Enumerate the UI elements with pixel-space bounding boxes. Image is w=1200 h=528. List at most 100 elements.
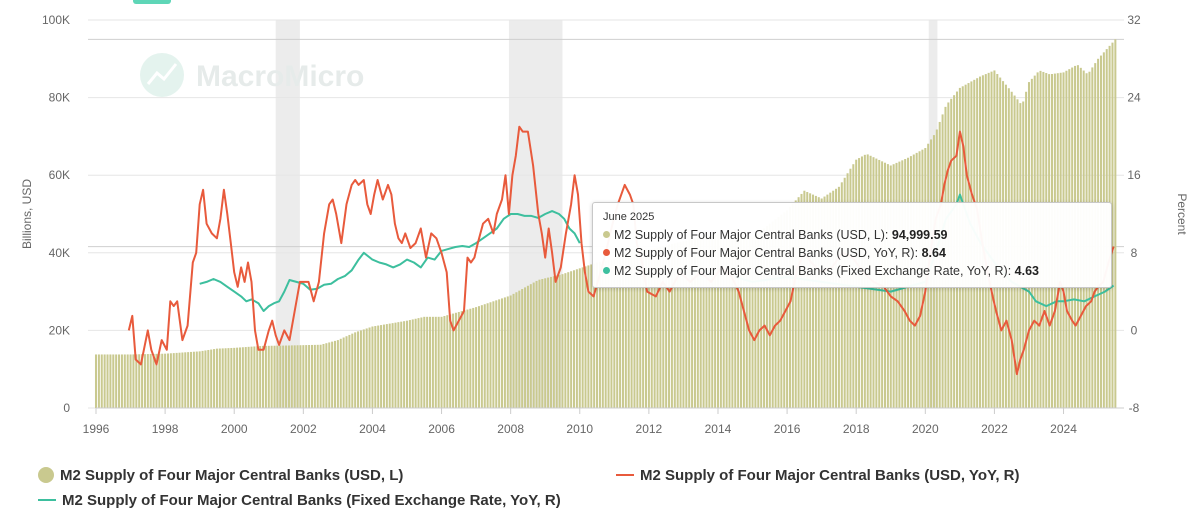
bar [215,348,218,408]
bar [322,343,325,408]
bar [616,257,619,408]
bar [601,261,604,408]
x-tick-label: 2002 [290,422,317,436]
bar [259,346,262,408]
bar [368,327,371,408]
bar [552,276,555,408]
bar [120,354,123,408]
bar [650,248,653,408]
bar [457,311,460,408]
bar [812,194,815,408]
left-tick-label: 20K [49,323,70,337]
usd-yoy-line [127,125,1115,376]
bar [161,353,164,408]
bar [587,265,590,408]
bar [509,295,512,408]
bar [716,233,719,408]
bar [627,250,630,408]
bar [184,352,187,408]
bar [94,354,98,408]
bar [581,267,584,408]
bar [264,345,267,408]
watermark-text: MacroMicro [196,60,364,93]
bar [431,316,434,408]
legend-line-icon [616,474,634,476]
tooltip-value-usd: 94,999.59 [891,228,948,242]
bar [187,352,190,408]
bar [849,168,852,408]
bar [691,239,694,408]
left-tick-label: 100K [42,13,70,27]
legend-item-usd-yoy[interactable]: M2 Supply of Four Major Central Banks (U… [616,467,1020,484]
bar [247,346,250,408]
bar [285,345,288,408]
bar [308,345,311,408]
bar [832,190,835,408]
tooltip-value-fx-yoy: 4.63 [1014,264,1040,278]
bar [262,345,265,408]
bar [578,268,581,408]
bar [619,255,622,408]
tooltip-dot-usd [603,231,610,238]
bar [573,270,576,408]
bar [313,344,316,408]
tooltip-dot-usd-yoy [603,249,610,256]
legend-line-icon [38,499,56,501]
bar [250,346,253,408]
bar [290,345,293,408]
bar [233,347,236,408]
bar [282,345,285,408]
bar [181,352,184,408]
bar [515,292,518,408]
bar [535,280,538,408]
bar [100,354,103,408]
bar [328,342,331,408]
bar [665,245,668,408]
x-tick-label: 2022 [981,422,1008,436]
tooltip-date: June 2025 [603,211,655,223]
bar [472,307,475,408]
bar [316,344,319,408]
bar [411,319,414,408]
bar [339,338,342,408]
bar [498,299,501,408]
bar [673,243,676,408]
bar [371,326,374,408]
bar [138,354,141,408]
bar [788,206,791,408]
bar [238,347,241,408]
x-tick-label: 2024 [1050,422,1077,436]
bar [394,322,397,408]
bar [345,336,348,408]
bar [443,316,446,408]
bar [270,345,273,408]
bar [823,196,826,408]
bar [230,347,233,408]
bar [774,219,777,408]
bar [731,230,734,408]
bar [429,316,432,408]
bar [452,313,455,408]
legend-item-fx-yoy[interactable]: M2 Supply of Four Major Central Banks (F… [38,492,561,509]
tooltip-value-usd-yoy: 8.64 [921,246,946,260]
bar [218,348,221,408]
bar [172,353,175,408]
tooltip-label-usd-yoy: M2 Supply of Four Major Central Banks (U… [614,246,919,260]
bar [336,340,339,408]
legend-item-usd[interactable]: M2 Supply of Four Major Central Banks (U… [38,467,403,484]
bar [662,246,665,408]
bar [175,352,178,408]
bar [737,230,740,408]
bar [639,249,642,408]
top-tab-indicator[interactable] [133,0,171,4]
bar [241,347,244,408]
bar [480,305,483,408]
bar [377,325,380,408]
bar [331,341,334,408]
bar [547,277,550,408]
bar [486,303,489,408]
bar [794,200,797,408]
bar [152,353,155,408]
bar [590,264,593,408]
bar [708,235,711,408]
